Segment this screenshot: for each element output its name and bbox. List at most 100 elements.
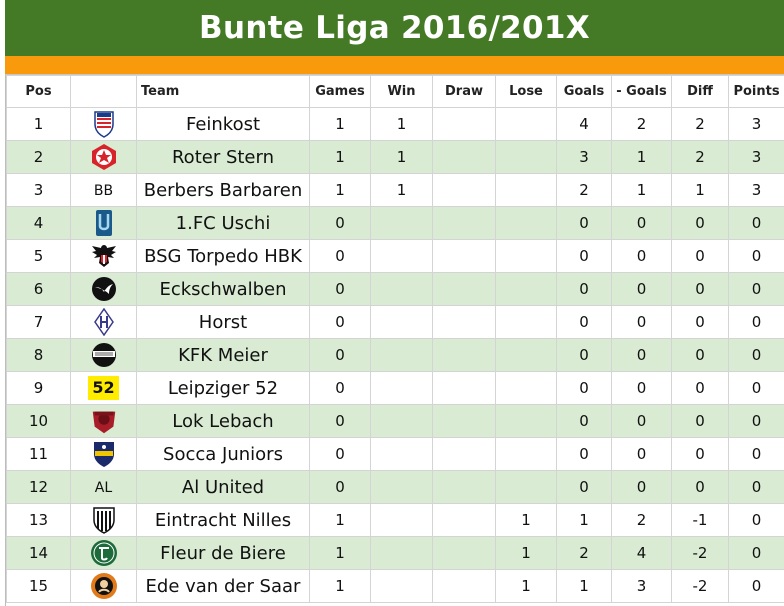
- team-name-cell: 1.FC Uschi: [136, 206, 310, 240]
- position-cell: 3: [6, 173, 71, 207]
- games-cell: 0: [309, 437, 371, 471]
- logo-cell: [70, 305, 137, 339]
- position-cell: 7: [6, 305, 71, 339]
- logo-cell: [70, 206, 137, 240]
- lose-cell: [495, 437, 557, 471]
- win-cell: [370, 569, 433, 603]
- games-cell: 1: [309, 173, 371, 207]
- diff-cell: 0: [671, 371, 729, 405]
- col-header-goals: Goals: [556, 75, 612, 108]
- goals-against-cell: 0: [611, 437, 672, 471]
- goals-cell: 0: [556, 371, 612, 405]
- points-cell: 0: [728, 536, 784, 570]
- lok-crest-icon: [89, 407, 119, 435]
- goals-cell: 1: [556, 569, 612, 603]
- goals-cell: 3: [556, 140, 612, 174]
- points-cell: 0: [728, 206, 784, 240]
- team-name-cell: KFK Meier: [136, 338, 310, 372]
- diff-cell: -2: [671, 569, 729, 603]
- points-cell: 0: [728, 272, 784, 306]
- kfk-crest-icon: [89, 341, 119, 369]
- goals-cell: 2: [556, 536, 612, 570]
- lose-cell: [495, 107, 557, 141]
- team-name-cell: Eckschwalben: [136, 272, 310, 306]
- team-name-cell: Socca Juniors: [136, 437, 310, 471]
- games-cell: 0: [309, 338, 371, 372]
- lose-cell: [495, 140, 557, 174]
- table-row: 9 52 Leipziger 52 0 0 0 0 0: [6, 371, 784, 405]
- diff-cell: 0: [671, 404, 729, 438]
- logo-cell: [70, 503, 137, 537]
- logo-cell: [70, 437, 137, 471]
- socca-crest-icon: [89, 440, 119, 468]
- feinkost-crest-icon: [89, 110, 119, 138]
- goals-cell: 0: [556, 272, 612, 306]
- goals-cell: 0: [556, 404, 612, 438]
- draw-cell: [432, 338, 496, 372]
- table-row: 1 Feinkost 1 1 4 2 2 3: [6, 107, 784, 141]
- games-cell: 0: [309, 305, 371, 339]
- position-cell: 5: [6, 239, 71, 273]
- goals-against-cell: 0: [611, 404, 672, 438]
- diff-cell: 1: [671, 173, 729, 207]
- logo-cell: AL: [70, 470, 137, 504]
- table-row: 15 Ede van der Saar 1 1 1 3 -2 0: [6, 569, 784, 603]
- team-name-cell: Leipziger 52: [136, 371, 310, 405]
- table-row: 5 BSG Torpedo HBK 0 0 0 0 0: [6, 239, 784, 273]
- draw-cell: [432, 470, 496, 504]
- win-cell: [370, 503, 433, 537]
- fleur-crest-icon: [89, 539, 119, 567]
- position-cell: 15: [6, 569, 71, 603]
- col-header-pos: Pos: [6, 75, 71, 108]
- draw-cell: [432, 437, 496, 471]
- position-cell: 13: [6, 503, 71, 537]
- goals-cell: 0: [556, 437, 612, 471]
- games-cell: 1: [309, 569, 371, 603]
- draw-cell: [432, 107, 496, 141]
- goals-against-cell: 2: [611, 107, 672, 141]
- table-row: 3 BB Berbers Barbaren 1 1 2 1 1 3: [6, 173, 784, 207]
- team-name-cell: Ede van der Saar: [136, 569, 310, 603]
- diff-cell: 0: [671, 206, 729, 240]
- points-cell: 0: [728, 470, 784, 504]
- position-cell: 12: [6, 470, 71, 504]
- draw-cell: [432, 503, 496, 537]
- table-row: 4 1.FC Uschi 0 0 0 0 0: [6, 206, 784, 240]
- games-cell: 0: [309, 404, 371, 438]
- lose-cell: [495, 305, 557, 339]
- diff-cell: 0: [671, 305, 729, 339]
- games-cell: 0: [309, 371, 371, 405]
- diff-cell: 2: [671, 140, 729, 174]
- win-cell: 1: [370, 107, 433, 141]
- draw-cell: [432, 536, 496, 570]
- points-cell: 0: [728, 437, 784, 471]
- goals-against-cell: 1: [611, 173, 672, 207]
- position-cell: 11: [6, 437, 71, 471]
- logo-cell: [70, 569, 137, 603]
- goals-cell: 0: [556, 239, 612, 273]
- table-row: 13 Eintracht Nilles 1 1 1 2 -1 0: [6, 503, 784, 537]
- goals-against-cell: 0: [611, 272, 672, 306]
- team-name-cell: Al United: [136, 470, 310, 504]
- goals-cell: 0: [556, 338, 612, 372]
- games-cell: 1: [309, 503, 371, 537]
- goals-against-cell: 0: [611, 239, 672, 273]
- draw-cell: [432, 272, 496, 306]
- win-cell: [370, 305, 433, 339]
- team-abbreviation: AL: [94, 480, 113, 496]
- team-badge-52: 52: [88, 376, 119, 400]
- points-cell: 0: [728, 503, 784, 537]
- draw-cell: [432, 305, 496, 339]
- table-row: 6 Eckschwalben 0 0 0 0 0: [6, 272, 784, 306]
- col-header-goals-against: - Goals: [611, 75, 672, 108]
- diff-cell: -2: [671, 536, 729, 570]
- position-cell: 9: [6, 371, 71, 405]
- position-cell: 8: [6, 338, 71, 372]
- diff-cell: 0: [671, 470, 729, 504]
- points-cell: 0: [728, 404, 784, 438]
- goals-against-cell: 0: [611, 338, 672, 372]
- draw-cell: [432, 404, 496, 438]
- goals-against-cell: 0: [611, 470, 672, 504]
- goals-cell: 0: [556, 206, 612, 240]
- win-cell: [370, 404, 433, 438]
